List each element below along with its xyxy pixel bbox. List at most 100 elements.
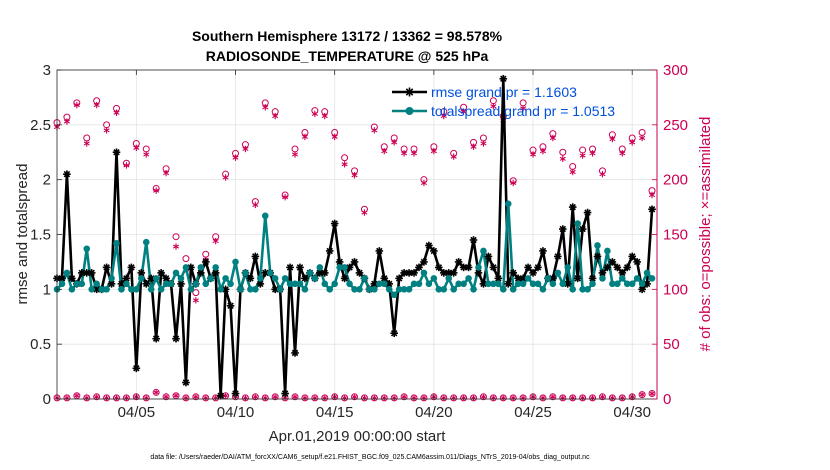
obs-assimilated-point bbox=[648, 191, 656, 199]
totalspread-point bbox=[485, 280, 492, 288]
rmse-point bbox=[216, 391, 225, 400]
obs-bottom-point bbox=[598, 393, 606, 401]
obs-assimilated-point bbox=[321, 112, 328, 120]
rmse-point bbox=[593, 252, 602, 261]
obs-assimilated-point bbox=[450, 153, 457, 160]
totalspread-point bbox=[291, 280, 299, 288]
rmse-point bbox=[578, 225, 587, 233]
rmse-point bbox=[142, 280, 151, 288]
obs-assimilated-point bbox=[639, 134, 646, 142]
obs-assimilated-point bbox=[629, 139, 636, 146]
totalspread-point bbox=[623, 280, 631, 288]
obs-possible-point bbox=[172, 233, 180, 241]
totalspread-point bbox=[108, 275, 115, 282]
totalspread-point bbox=[480, 247, 487, 255]
totalspread-point bbox=[301, 286, 309, 293]
obs-assimilated-point bbox=[391, 139, 398, 146]
obs-bottom-point-star bbox=[639, 392, 645, 398]
obs-assimilated-point bbox=[619, 150, 626, 157]
obs-assimilated-point bbox=[401, 150, 408, 157]
totalspread-point bbox=[519, 280, 527, 288]
rmse-point bbox=[469, 236, 478, 244]
y-left-tick-label: 0.5 bbox=[30, 336, 51, 353]
obs-assimilated-point bbox=[63, 118, 70, 125]
rmse-point bbox=[425, 241, 433, 250]
totalspread-point bbox=[118, 286, 125, 293]
rmse-point bbox=[87, 269, 96, 277]
totalspread-point bbox=[242, 269, 249, 277]
totalspread-point bbox=[614, 280, 621, 288]
obs-bottom-point-star bbox=[272, 394, 278, 400]
obs-assimilated-point bbox=[440, 112, 447, 120]
legend-spread-label: totalspread grand pr = 1.0513 bbox=[431, 103, 615, 119]
obs-assimilated-point bbox=[480, 140, 487, 147]
obs-bottom-point-star bbox=[481, 394, 486, 400]
totalspread-point bbox=[549, 280, 557, 288]
obs-assimilated-point bbox=[420, 179, 427, 187]
totalspread-point bbox=[286, 280, 294, 288]
rmse-point bbox=[157, 269, 165, 277]
rmse-point bbox=[568, 203, 577, 211]
rmse-point bbox=[350, 258, 359, 266]
y-axis-right: 0 50 100 150 200 250 300 bbox=[652, 62, 688, 408]
totalspread-point bbox=[167, 280, 175, 288]
obs-assimilated-point bbox=[222, 174, 229, 181]
obs-assimilated-point bbox=[460, 108, 467, 115]
obs-assimilated-point bbox=[133, 144, 140, 152]
obs-assimilated-point bbox=[301, 133, 308, 141]
obs-bottom-point bbox=[648, 390, 656, 398]
obs-assimilated-point bbox=[569, 168, 576, 176]
totalspread-point bbox=[222, 275, 229, 282]
obs-assimilated-point bbox=[529, 151, 537, 158]
totalspread-point bbox=[435, 286, 443, 293]
rmse-point bbox=[415, 263, 423, 272]
totalspread-point bbox=[395, 286, 403, 293]
obs-assimilated-point bbox=[93, 101, 100, 109]
totalspread-point bbox=[346, 280, 353, 288]
totalspread-point bbox=[93, 280, 100, 288]
obs-assimilated-point bbox=[351, 172, 358, 179]
obs-assimilated-point bbox=[589, 150, 596, 157]
totalspread-point bbox=[524, 275, 532, 282]
legend-rmse-asterisk bbox=[405, 87, 414, 97]
rmse-point bbox=[618, 269, 627, 277]
totalspread-point bbox=[618, 275, 626, 282]
rmse-point bbox=[127, 263, 136, 272]
rmse-point bbox=[281, 389, 289, 398]
totalspread-point bbox=[311, 275, 319, 282]
rmse-point bbox=[152, 334, 160, 343]
obs-bottom-point-star bbox=[94, 394, 100, 400]
totalspread-point bbox=[217, 286, 224, 293]
totalspread-point bbox=[207, 275, 215, 282]
rmse-point bbox=[499, 74, 508, 83]
rmse-point bbox=[583, 208, 592, 217]
obs-bottom-point bbox=[122, 394, 130, 402]
rmse-point bbox=[335, 258, 344, 266]
totalspread-point bbox=[152, 275, 160, 282]
x-tick-label: 04/15 bbox=[316, 404, 354, 421]
totalspread-point bbox=[470, 286, 477, 293]
totalspread-point bbox=[63, 269, 71, 277]
totalspread-point bbox=[247, 286, 254, 293]
obs-assimilated-point bbox=[510, 179, 517, 187]
totalspread-point bbox=[88, 286, 96, 293]
rmse-point bbox=[489, 263, 498, 272]
totalspread-point bbox=[371, 286, 378, 293]
obs-assimilated-point bbox=[232, 154, 239, 161]
rmse-point bbox=[107, 280, 116, 288]
rmse-point bbox=[509, 269, 517, 277]
totalspread-point bbox=[559, 280, 567, 288]
totalspread-point bbox=[554, 269, 562, 277]
chart-title-line2: RADIOSONDE_TEMPERATURE @ 525 hPa bbox=[206, 48, 489, 64]
y-axis-right-label: # of obs: o=possible; ×=assimilated bbox=[697, 117, 714, 352]
obs-assimilated-point bbox=[539, 147, 546, 155]
obs-assimilated-point bbox=[371, 127, 378, 134]
rmse-point bbox=[529, 269, 537, 277]
rmse-point bbox=[330, 219, 339, 228]
obs-bottom-point-star bbox=[600, 394, 605, 400]
totalspread-point bbox=[450, 286, 457, 293]
totalspread-point bbox=[98, 286, 105, 293]
rmse-point bbox=[524, 263, 532, 272]
totalspread-point bbox=[574, 220, 581, 227]
obs-bottom-point-star bbox=[153, 390, 159, 395]
